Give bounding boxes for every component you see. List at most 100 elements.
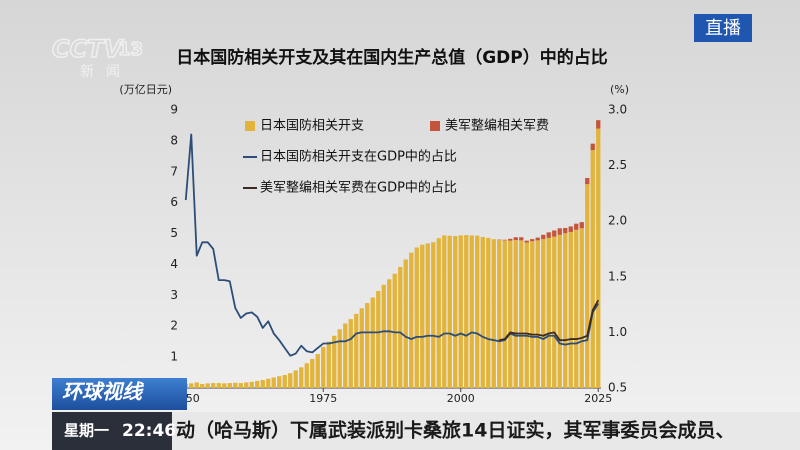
bar [596, 128, 601, 389]
bar [431, 242, 436, 388]
bar [491, 239, 496, 388]
y-tick-label: 7 [170, 164, 178, 178]
bar [227, 383, 232, 388]
bar [271, 377, 276, 388]
bar [359, 308, 364, 388]
bar [519, 240, 524, 388]
bar [453, 236, 458, 388]
logo-text: CCTV [52, 35, 125, 63]
ticker-text: 动（哈马斯）下属武装派别卡桑旅14日证实，其军事委员会成员、 [176, 419, 734, 442]
bar [508, 238, 513, 241]
y-tick-label: 6 [170, 195, 178, 209]
logo-number: 13 [118, 39, 143, 60]
x-tick-label: 2025 [584, 392, 612, 405]
bar [458, 235, 463, 388]
bar [442, 235, 447, 388]
bar [315, 354, 320, 388]
bar [222, 383, 227, 388]
bar [541, 234, 546, 240]
y2-tick-label: 3.0 [608, 103, 627, 117]
line [184, 133, 600, 357]
bar [530, 239, 535, 242]
bar [381, 284, 386, 388]
live-badge [694, 14, 752, 42]
bar [387, 279, 392, 388]
bar [574, 229, 579, 388]
y2-tick-label: 1.0 [608, 325, 627, 339]
y2-tick-label: 1.5 [608, 269, 627, 283]
bar [579, 222, 584, 229]
bar [546, 237, 551, 388]
bar [233, 382, 238, 388]
y2-tick-label: 2.5 [608, 158, 627, 172]
legend-label: 日本国防相关开支在GDP中的占比 [260, 149, 457, 165]
bar [585, 184, 590, 388]
channel-logo: CCTV 13 新闻 [51, 34, 144, 80]
bar [244, 382, 249, 388]
bar [513, 240, 518, 388]
bar [557, 234, 562, 388]
legend-swatch [245, 121, 255, 131]
y-tick-label: 1 [170, 350, 178, 364]
bar [552, 230, 557, 237]
logo-sub: 新闻 [80, 64, 132, 80]
bar [403, 259, 408, 388]
x-tick-label: 1975 [309, 392, 337, 405]
bar [590, 150, 595, 388]
bar [535, 237, 540, 241]
bar [541, 239, 546, 388]
bar [469, 235, 474, 388]
y2-axis-label: (%) [610, 83, 629, 96]
bar [414, 247, 419, 388]
y-tick-label: 9 [170, 103, 178, 117]
bar [238, 383, 243, 388]
bar [502, 240, 507, 388]
legend-label: 美军整编相关军费在GDP中的占比 [260, 180, 457, 196]
bar [200, 383, 205, 388]
bar [194, 382, 199, 388]
bar [354, 313, 359, 388]
bar [497, 239, 502, 388]
program-name: 环球视线 [62, 380, 145, 404]
bar [343, 323, 348, 388]
bar [524, 242, 529, 388]
bar [524, 240, 529, 243]
bar [447, 235, 452, 388]
y-tick-label: 4 [170, 257, 178, 271]
clock: 22:46 [122, 421, 176, 441]
bar [310, 358, 315, 388]
bar [425, 243, 430, 388]
y-tick-label: 3 [170, 288, 178, 302]
bar [502, 239, 507, 241]
bar [436, 238, 441, 388]
bar [189, 383, 194, 388]
y2-tick-label: 2.0 [608, 214, 627, 228]
live-text: 直播 [705, 18, 741, 39]
bar [480, 236, 485, 388]
bar [486, 237, 491, 388]
bar [348, 319, 353, 388]
bar [266, 378, 271, 388]
weekday: 星期一 [64, 422, 109, 440]
y2-tick-label: 0.5 [608, 381, 627, 395]
bar [568, 232, 573, 388]
bar [326, 341, 331, 388]
bar [409, 252, 414, 388]
y-tick-label: 2 [170, 319, 178, 333]
bar [579, 228, 584, 388]
bar [205, 383, 210, 388]
line [499, 299, 600, 342]
chart-title: 日本国防相关开支及其在国内生产总值（GDP）中的占比 [176, 47, 608, 68]
bar [585, 177, 590, 185]
y-tick-label: 8 [170, 133, 178, 147]
bar [321, 346, 326, 388]
bar [475, 235, 480, 388]
legend-label: 美军整编相关军费 [445, 119, 549, 134]
bar [392, 273, 397, 388]
y-tick-label: 5 [170, 226, 178, 240]
bar [513, 237, 518, 241]
bar [552, 236, 557, 388]
bar [260, 379, 265, 388]
bar [398, 266, 403, 388]
